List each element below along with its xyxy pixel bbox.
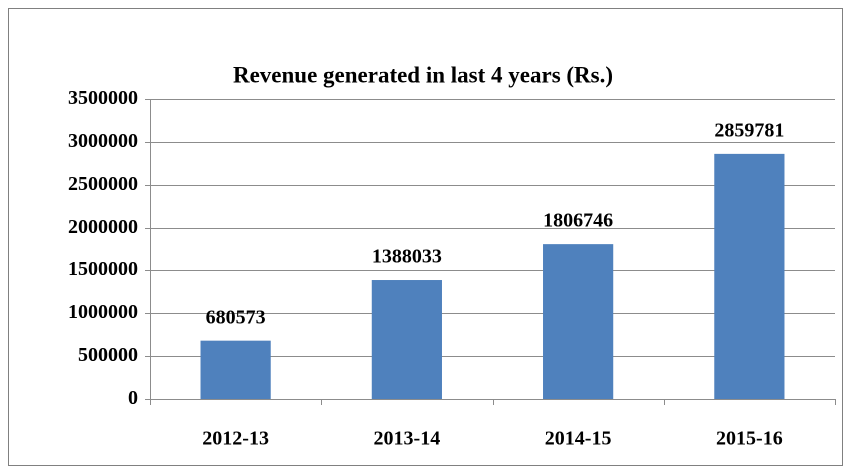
y-tick-label: 3500000	[68, 87, 138, 109]
y-tick-label: 2000000	[68, 216, 138, 238]
x-tick-label: 2015-16	[716, 428, 783, 450]
bar	[714, 153, 785, 399]
y-tick-label: 500000	[78, 344, 138, 366]
x-tick-label: 2013-14	[374, 428, 441, 450]
y-tick-label: 0	[128, 387, 138, 409]
bar	[200, 340, 271, 399]
x-tick-label: 2012-13	[202, 428, 269, 450]
bar	[543, 244, 614, 399]
y-tick-label: 2500000	[68, 173, 138, 195]
y-tick-label: 1000000	[68, 301, 138, 323]
y-tick-label: 1500000	[68, 258, 138, 280]
bar	[371, 280, 442, 399]
data-label: 2859781	[714, 119, 784, 141]
data-label: 680573	[206, 306, 266, 328]
x-tick-label: 2014-15	[545, 428, 612, 450]
y-tick-label: 3000000	[68, 130, 138, 152]
data-label: 1388033	[372, 246, 442, 268]
data-label: 1806746	[543, 210, 613, 232]
chart-title: Revenue generated in last 4 years (Rs.)	[233, 62, 613, 87]
